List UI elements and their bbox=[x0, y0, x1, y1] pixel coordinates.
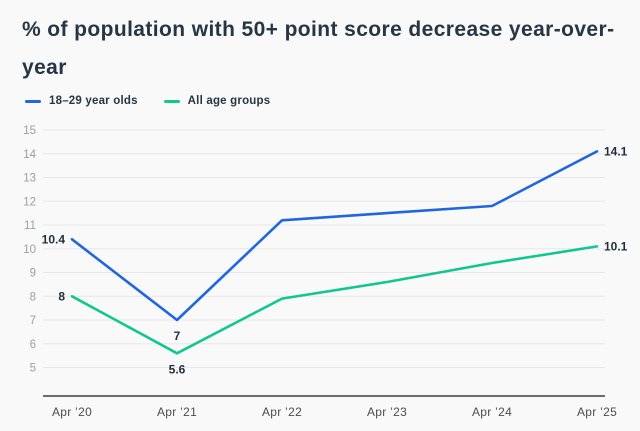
legend-line-swatch-blue bbox=[25, 99, 41, 103]
point-label: 10.4 bbox=[42, 232, 66, 246]
y-axis-tick-label: 11 bbox=[24, 220, 36, 232]
point-label: 7 bbox=[174, 329, 181, 343]
x-axis-tick-label: Apr ’23 bbox=[367, 405, 407, 419]
legend-label: All age groups bbox=[187, 95, 271, 107]
y-axis-tick-label: 6 bbox=[30, 339, 36, 351]
y-axis-tick-label: 7 bbox=[30, 315, 36, 327]
y-axis-tick-label: 13 bbox=[23, 173, 36, 185]
y-axis-tick-label: 14 bbox=[23, 149, 36, 161]
series-line-0 bbox=[70, 150, 599, 322]
legend-label: 18–29 year olds bbox=[49, 95, 138, 107]
x-axis-tick-label: Apr ’25 bbox=[577, 405, 617, 419]
x-axis-tick-label: Apr ’21 bbox=[157, 405, 197, 419]
point-label: 14.1 bbox=[604, 144, 628, 158]
y-axis-tick-label: 10 bbox=[23, 244, 36, 256]
y-axis-tick-label: 8 bbox=[30, 291, 36, 303]
chart-title: % of population with 50+ point score dec… bbox=[22, 18, 615, 79]
legend-line-swatch-green bbox=[163, 99, 180, 103]
x-axis-tick-label: Apr ’24 bbox=[472, 405, 512, 419]
legend-item-all-age-groups: All age groups bbox=[163, 95, 271, 107]
series-line-1 bbox=[70, 245, 599, 355]
y-axis-tick-label: 15 bbox=[23, 125, 36, 137]
y-axis-tick-label: 12 bbox=[23, 196, 36, 208]
x-axis-tick-label: Apr ’22 bbox=[262, 405, 302, 419]
point-label: 10.1 bbox=[604, 239, 628, 253]
chart-legend: 18–29 year olds All age groups bbox=[25, 95, 270, 107]
legend-item-18-29-year-olds: 18–29 year olds bbox=[25, 95, 138, 107]
point-label: 8 bbox=[58, 289, 65, 303]
y-axis-tick-label: 5 bbox=[30, 363, 36, 375]
x-axis-tick-label: Apr ’20 bbox=[52, 405, 92, 419]
point-label: 5.6 bbox=[169, 362, 186, 376]
y-axis-tick-label: 9 bbox=[30, 268, 36, 280]
